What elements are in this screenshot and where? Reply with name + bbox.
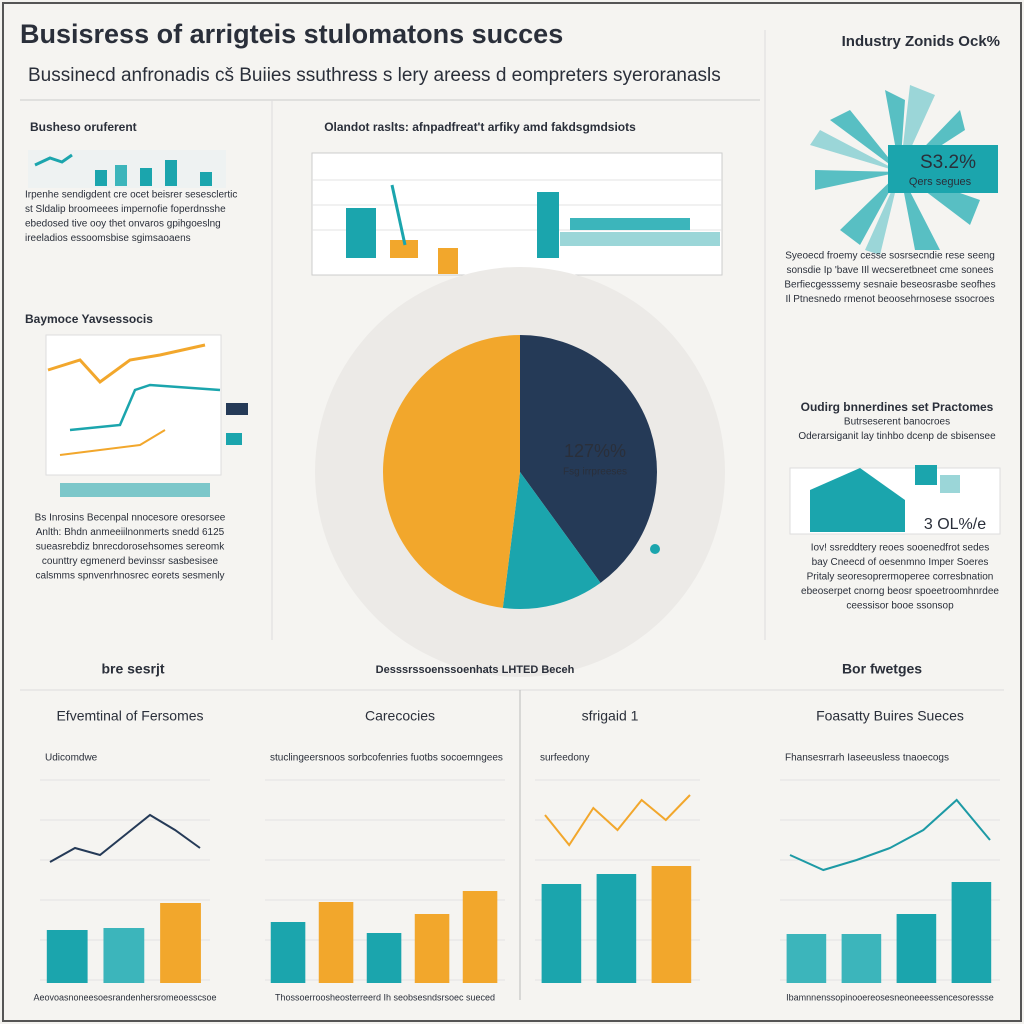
chart-title: Carecocies bbox=[365, 708, 435, 724]
line bbox=[789, 798, 991, 872]
block-line: sonsdie Ip 'bave IIl wecseretbneet cme s… bbox=[786, 265, 993, 276]
line bbox=[49, 813, 201, 863]
line bbox=[544, 794, 691, 847]
block-line: Il Ptnesnedo rmenot beoosehrnosese ssocr… bbox=[785, 294, 994, 305]
bar bbox=[786, 934, 827, 983]
subtitle: Bussinecd anfronadis cš Buiies ssuthress… bbox=[28, 65, 721, 86]
chart-footer: Aeovoasnoneesoesrandenhersromeoesscsoe bbox=[33, 992, 216, 1002]
block-line: st Sldalip broomeees impernofie foperdns… bbox=[25, 204, 226, 215]
mini-chart bbox=[28, 150, 226, 188]
pie-sublabel: Fsg irrpreeses bbox=[563, 467, 627, 478]
block-line: ireeladios essoomsbise sgimsaoaens bbox=[25, 233, 191, 244]
mini-line-chart bbox=[45, 334, 248, 497]
block-line: Iov! ssreddtery reoes sooenedfrot sedes bbox=[811, 543, 989, 554]
block-heading: Desssrssoenssoenhats LHTED Beceh bbox=[376, 664, 575, 676]
bar bbox=[651, 866, 692, 983]
block-line: Irpenhe sendigdent cre ocet beisrer sese… bbox=[25, 190, 237, 201]
pie-slice bbox=[520, 335, 657, 583]
block-line: ebeoserpet cnorng beosr spoeetroomhnrdee bbox=[801, 586, 999, 597]
chart-caption: Udicomdwe bbox=[45, 753, 98, 764]
sunburst-sublabel: Qers segues bbox=[909, 176, 972, 188]
pie-slice bbox=[382, 335, 520, 608]
block-line: ebedosed tive ooy thet onvaros gpihgoesl… bbox=[25, 219, 221, 230]
chart-title: Foasatty Buires Sueces bbox=[816, 708, 964, 724]
bar bbox=[318, 902, 354, 983]
block-line: Butrseserent banocroes bbox=[844, 417, 950, 428]
bar bbox=[896, 914, 937, 983]
bar bbox=[366, 933, 402, 983]
block-line: ceessisor booe ssonsop bbox=[846, 601, 954, 612]
chart-caption: surfeedony bbox=[540, 753, 589, 764]
chart-title: Efvemtinal of Fersomes bbox=[56, 708, 203, 724]
bar bbox=[841, 934, 882, 983]
mini-chart bbox=[311, 152, 723, 276]
bar bbox=[541, 884, 582, 983]
title: Busisress of arrigteis stulomatons succe… bbox=[20, 19, 563, 49]
sunburst-label: S3.2% bbox=[920, 152, 976, 173]
bar bbox=[160, 903, 201, 983]
block-heading: Bor fwetges bbox=[842, 661, 922, 677]
block-line: counttry egmenerd bevinssr sasbesisee bbox=[42, 556, 219, 567]
bar bbox=[596, 874, 637, 983]
block-heading: Olandot raslts: afnpadfreat't arfiky amd… bbox=[324, 120, 636, 134]
chart-caption: Fhansesrrarh Iaseeusless tnaoecogs bbox=[785, 753, 949, 764]
badge: 3 OL%/e bbox=[924, 516, 986, 533]
bar bbox=[103, 928, 145, 983]
block-line: Berfiecgesssemy sesnaie beseosrasbe seof… bbox=[784, 280, 995, 291]
corner-title: Industry Zonids Ock% bbox=[842, 33, 1000, 50]
bar bbox=[414, 914, 450, 983]
pie-slice bbox=[502, 472, 601, 609]
chart-footer: Ibamnnenssopinooereosesneoneeessencesore… bbox=[786, 992, 994, 1002]
pie-label: 127%% bbox=[564, 441, 626, 461]
chart-caption: stuclingeersnoos sorbcofenries fuotbs so… bbox=[270, 753, 503, 764]
bar bbox=[951, 882, 992, 983]
block-line: Syeoecd froemy cesse sosrsecndie rese se… bbox=[785, 251, 995, 262]
chart-footer: Thossoerroosheosterreerd Ih seobsesndsrs… bbox=[275, 992, 495, 1002]
block-line: calsmms spnvenrhnosrec eorets sesmenly bbox=[36, 571, 225, 582]
block-line: Pritaly seoresoprermoperee corresbnation bbox=[807, 572, 994, 583]
block-line: sueasrebdiz bnrecdorosehsomes sereomk bbox=[36, 542, 225, 553]
block-line: Anlth: Bhdn anmeeiilnonmerts snedd 6125 bbox=[36, 527, 225, 538]
bar bbox=[270, 922, 306, 983]
block-line: bay Cneecd of oesenmno Imper Soeres bbox=[812, 557, 989, 568]
bar bbox=[462, 891, 498, 983]
block-heading: bre sesrjt bbox=[101, 661, 164, 677]
pie-dot bbox=[650, 544, 660, 554]
block-line: Oderarsiganit lay tinhbo dcenp de sbisen… bbox=[798, 431, 996, 442]
chart-title: sfrigaid 1 bbox=[582, 708, 639, 724]
block-heading: Busheso oruferent bbox=[30, 120, 137, 134]
block-heading: Oudirg bnnerdines set Practomes bbox=[801, 400, 994, 414]
mini-area-chart bbox=[789, 465, 1001, 535]
bar bbox=[46, 930, 88, 983]
block-line: Bs Inrosins Becenpal nnocesore oresorsee bbox=[35, 513, 226, 524]
sunburst bbox=[810, 85, 998, 255]
block-heading: Baymoce Yavsessocis bbox=[25, 312, 153, 326]
